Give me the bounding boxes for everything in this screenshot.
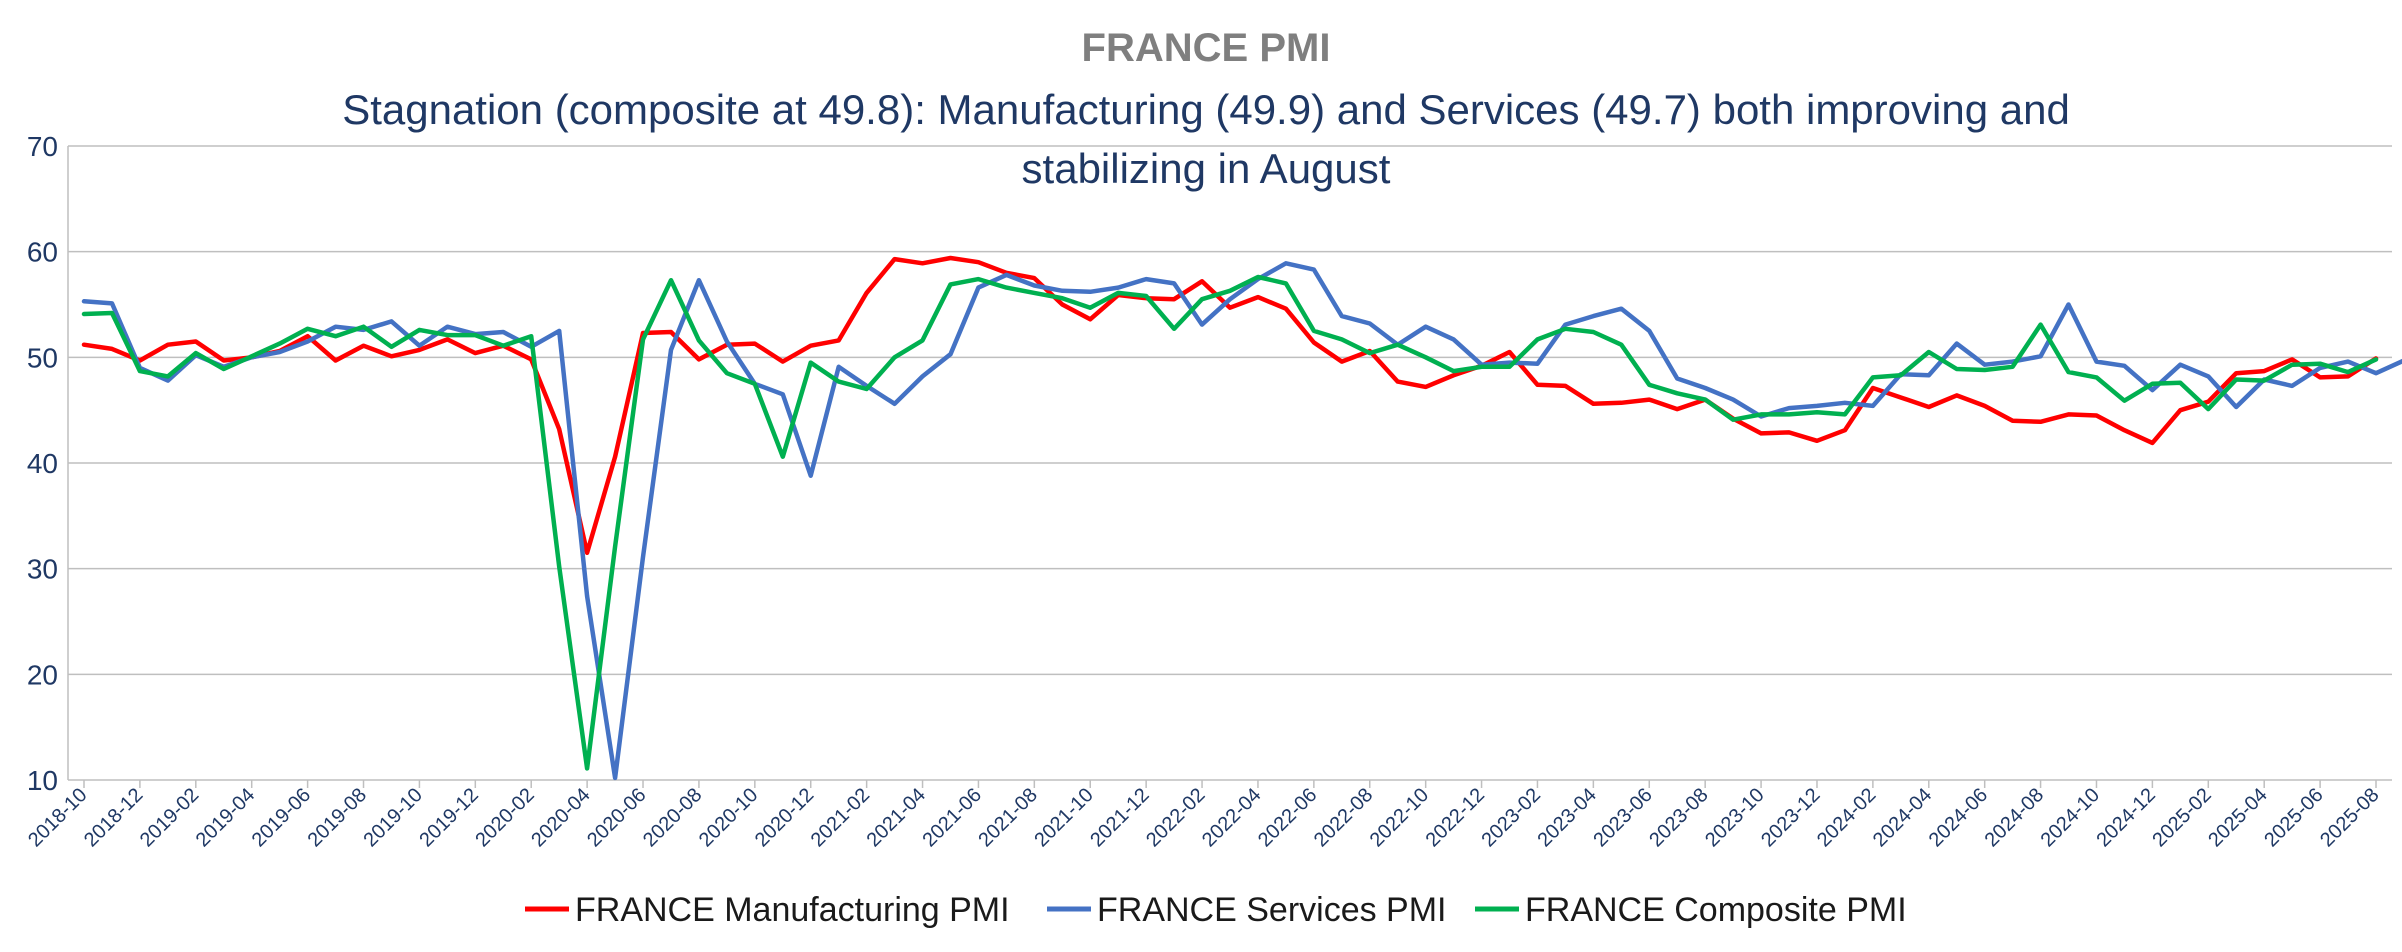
x-tick-label: 2021-12 xyxy=(1086,784,1153,851)
y-tick-label: 40 xyxy=(27,448,58,479)
x-tick-label: 2024-04 xyxy=(1869,784,1936,851)
x-tick-label: 2023-08 xyxy=(1645,784,1712,851)
x-tick-label: 2020-12 xyxy=(751,784,818,851)
x-tick-label: 2020-04 xyxy=(527,784,594,851)
gridlines xyxy=(67,145,2392,781)
y-axis: 10 20 30 40 50 60 70 xyxy=(27,131,58,796)
x-tick-label: 2021-02 xyxy=(807,784,874,851)
x-tick-label: 2025-04 xyxy=(2204,784,2271,851)
y-tick-label: 20 xyxy=(27,659,58,690)
x-tick-label: 2022-02 xyxy=(1142,784,1209,851)
x-tick-label: 2024-02 xyxy=(1813,784,1880,851)
chart-subtitle-line-2: stabilizing in August xyxy=(1022,145,1391,192)
x-tick-label: 2020-06 xyxy=(583,784,650,851)
x-tick-label: 2024-06 xyxy=(1925,784,1992,851)
x-tick-label: 2019-04 xyxy=(192,784,259,851)
x-tick-label: 2021-04 xyxy=(863,784,930,851)
x-tick-label: 2023-12 xyxy=(1757,784,1824,851)
y-tick-label: 30 xyxy=(27,554,58,585)
series-line-2 xyxy=(81,261,2402,781)
x-tick-label: 2021-08 xyxy=(974,784,1041,851)
x-axis: 2018-102018-122019-022019-042019-062019-… xyxy=(24,780,2384,851)
x-tick-label: 2019-10 xyxy=(359,784,426,851)
legend-label: FRANCE Manufacturing PMI xyxy=(575,891,1010,929)
x-tick-label: 2023-04 xyxy=(1533,784,1600,851)
series-lines xyxy=(81,255,2402,781)
x-tick-label: 2022-08 xyxy=(1310,784,1377,851)
x-tick-label: 2021-10 xyxy=(1030,784,1097,851)
x-tick-label: 2019-06 xyxy=(248,784,315,851)
x-tick-label: 2023-10 xyxy=(1701,784,1768,851)
y-tick-label: 70 xyxy=(27,131,58,162)
x-tick-label: 2020-02 xyxy=(471,784,538,851)
chart-title: FRANCE PMI xyxy=(1082,26,1331,70)
legend-label: FRANCE Composite PMI xyxy=(1525,891,1907,929)
x-tick-label: 2024-10 xyxy=(2037,784,2104,851)
legend: FRANCE Manufacturing PMI FRANCE Services … xyxy=(525,891,1907,929)
x-tick-label: 2020-08 xyxy=(639,784,706,851)
y-tick-label: 60 xyxy=(27,237,58,268)
x-tick-label: 2023-02 xyxy=(1478,784,1545,851)
x-tick-label: 2022-10 xyxy=(1366,784,1433,851)
x-tick-label: 2025-06 xyxy=(2260,784,2327,851)
x-tick-label: 2025-02 xyxy=(2148,784,2215,851)
x-tick-label: 2023-06 xyxy=(1589,784,1656,851)
x-tick-label: 2019-02 xyxy=(136,784,203,851)
x-tick-label: 2018-12 xyxy=(80,784,147,851)
x-tick-label: 2020-10 xyxy=(695,784,762,851)
x-tick-label: 2024-08 xyxy=(1981,784,2048,851)
chart-subtitle-line-1: Stagnation (composite at 49.8): Manufact… xyxy=(342,86,2070,133)
y-tick-label: 50 xyxy=(27,342,58,373)
x-tick-label: 2022-12 xyxy=(1422,784,1489,851)
x-tick-label: 2025-08 xyxy=(2316,784,2383,851)
x-tick-label: 2019-08 xyxy=(304,784,371,851)
x-tick-label: 2022-04 xyxy=(1198,784,1265,851)
x-tick-label: 2019-12 xyxy=(415,784,482,851)
series-line-3 xyxy=(81,274,2379,771)
x-tick-label: 2022-06 xyxy=(1254,784,1321,851)
legend-label: FRANCE Services PMI xyxy=(1097,891,1447,929)
x-tick-label: 2024-12 xyxy=(2092,784,2159,851)
y-tick-label: 10 xyxy=(27,765,58,796)
x-tick-label: 2021-06 xyxy=(919,784,986,851)
series-line-1 xyxy=(81,255,2379,556)
